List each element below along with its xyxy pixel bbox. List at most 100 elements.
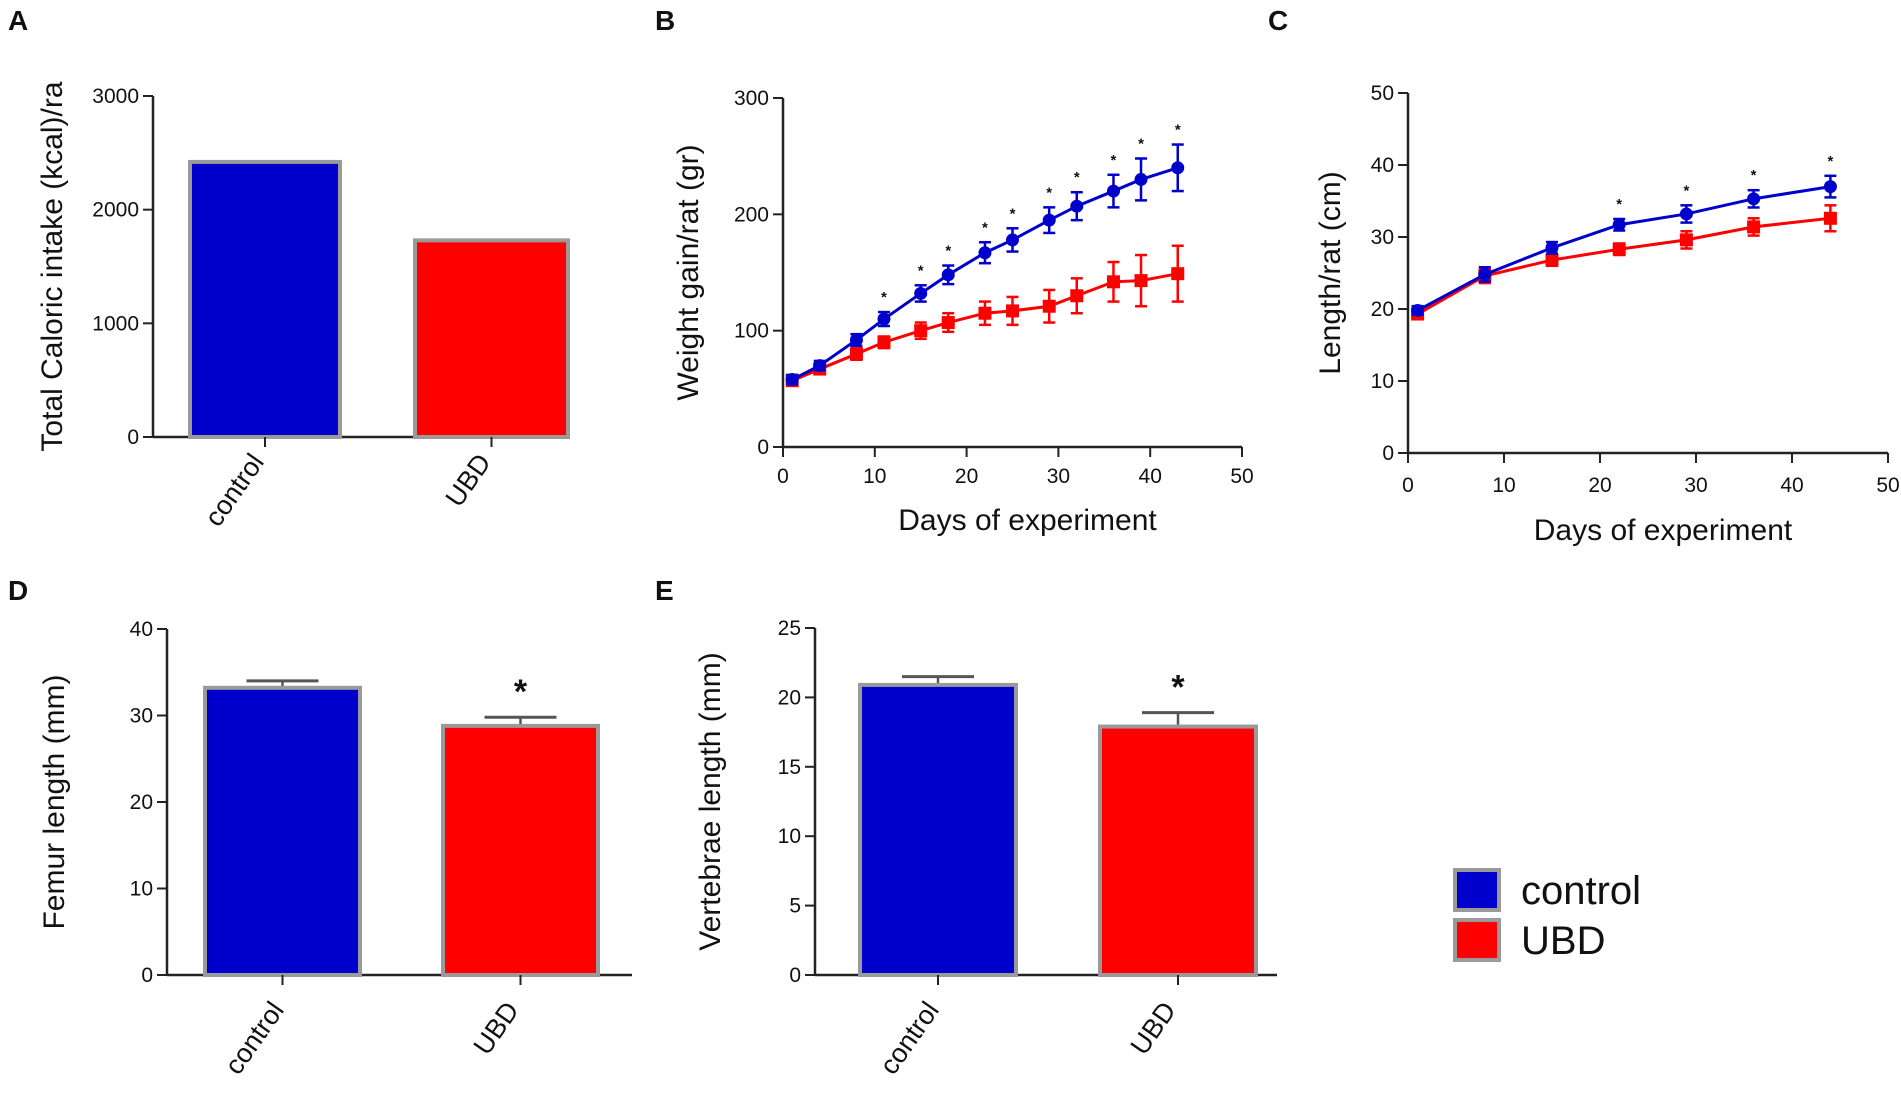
x-tick-label: 40 — [1780, 474, 1803, 497]
x-category-label: UBD — [1125, 996, 1182, 1060]
series-control — [785, 143, 1185, 387]
series-control — [1411, 174, 1837, 317]
x-category-label: UBD — [440, 448, 497, 512]
significance-star: * — [1138, 135, 1144, 152]
x-tick-label: 20 — [955, 465, 978, 488]
y-tick-label: 40 — [1371, 154, 1394, 177]
data-point — [1006, 233, 1019, 247]
y-tick-label: 300 — [734, 87, 769, 110]
panel-letter: A — [8, 5, 28, 36]
legend-label: UBD — [1521, 919, 1605, 963]
y-tick-label: 0 — [789, 964, 801, 987]
x-tick-label: 30 — [1047, 465, 1070, 488]
x-category-label: UBD — [468, 996, 525, 1060]
y-tick-label: 15 — [778, 756, 801, 779]
data-point — [813, 359, 827, 373]
y-tick-label: 0 — [757, 436, 769, 459]
legend-label: control — [1521, 869, 1641, 913]
bar-ubd — [441, 723, 600, 977]
y-tick-label: 10 — [778, 825, 801, 848]
y-tick-label: 50 — [1371, 82, 1394, 105]
x-category-label: control — [219, 996, 290, 1080]
x-axis-title: Days of experiment — [898, 504, 1157, 537]
data-point — [941, 316, 955, 330]
data-point — [1106, 275, 1120, 289]
x-category-label: control — [199, 448, 270, 532]
bar-control — [858, 682, 1018, 978]
data-point — [1747, 192, 1761, 206]
significance-star: * — [1046, 184, 1052, 201]
x-tick-label: 10 — [1492, 474, 1515, 497]
series-ubd — [785, 244, 1185, 388]
data-point — [1612, 218, 1626, 232]
data-point — [1171, 267, 1185, 281]
data-point — [1679, 207, 1693, 221]
significance-star: * — [1171, 669, 1185, 707]
panel-c: C Length/rat (cm) 0 10 20 30 40 50 0 10 20 30 40 50 Da… — [1268, 5, 1900, 547]
panel-letter: B — [655, 5, 675, 36]
data-point — [1478, 267, 1492, 281]
y-tick-label: 20 — [778, 686, 801, 709]
data-point — [1042, 299, 1056, 313]
y-tick-label: 30 — [130, 705, 153, 728]
significance-star: * — [1111, 152, 1117, 169]
panel-letter: E — [655, 575, 674, 606]
panel-b: B Weight gain/rat (gr) 0 100 200 300 0 10 20 30 40… — [655, 5, 1254, 537]
x-category-label: control — [874, 996, 945, 1080]
significance-star: * — [1175, 122, 1181, 139]
bar-ubd — [1098, 724, 1258, 977]
data-point — [1134, 274, 1148, 288]
x-tick-label: 30 — [1684, 474, 1707, 497]
panel-d: D Femur length (mm) 0 10 20 30 40 control UBD * — [8, 575, 632, 1080]
x-tick-label: 0 — [1402, 474, 1414, 497]
data-point — [1679, 233, 1693, 247]
y-tick-label: 10 — [130, 878, 153, 901]
panel-e: E Vertebrae length (mm) 0 5 10 15 20 25 control U… — [655, 575, 1277, 1080]
data-point — [1612, 242, 1626, 256]
significance-star: * — [1827, 153, 1833, 170]
panel-a: A Total Caloric intake (kcal)/ra 0 1000 2000… — [8, 5, 570, 532]
significance-star: * — [1010, 205, 1016, 222]
y-tick-label: 5 — [789, 895, 801, 918]
data-point — [1747, 220, 1761, 234]
data-point — [1134, 172, 1148, 186]
panel-letter: C — [1268, 5, 1288, 36]
x-axis-title: Days of experiment — [1534, 514, 1793, 547]
y-axis-title: Total Caloric intake (kcal)/ra — [36, 81, 69, 451]
data-point — [941, 268, 955, 282]
data-point — [849, 347, 863, 361]
significance-star: * — [1074, 169, 1080, 186]
x-tick-label: 20 — [1588, 474, 1611, 497]
data-point — [877, 335, 891, 349]
significance-star: * — [918, 262, 924, 279]
significance-star: * — [982, 219, 988, 236]
data-point — [1006, 304, 1019, 318]
y-tick-label: 0 — [127, 426, 139, 449]
y-tick-label: 100 — [734, 320, 769, 343]
x-tick-label: 40 — [1139, 465, 1162, 488]
x-tick-label: 0 — [777, 465, 789, 488]
y-tick-label: 0 — [141, 964, 153, 987]
bar-control — [203, 685, 362, 977]
data-point — [849, 333, 863, 347]
y-tick-label: 40 — [130, 618, 153, 641]
data-point — [1823, 211, 1837, 225]
y-tick-label: 0 — [1382, 442, 1394, 465]
y-tick-label: 3000 — [92, 85, 139, 108]
y-tick-label: 1000 — [92, 312, 139, 335]
x-tick-label: 10 — [863, 465, 886, 488]
data-point — [1171, 161, 1185, 175]
series-line — [791, 272, 1179, 383]
data-point — [1042, 213, 1056, 227]
data-point — [978, 306, 992, 320]
data-point — [1823, 180, 1837, 194]
y-tick-label: 20 — [130, 791, 153, 814]
bar-ubd — [413, 238, 570, 439]
y-tick-label: 2000 — [92, 199, 139, 222]
data-point — [877, 312, 891, 326]
significance-star: * — [514, 673, 528, 711]
y-axis-title: Vertebrae length (mm) — [694, 652, 727, 950]
data-point — [785, 373, 799, 387]
significance-star: * — [1751, 167, 1757, 184]
